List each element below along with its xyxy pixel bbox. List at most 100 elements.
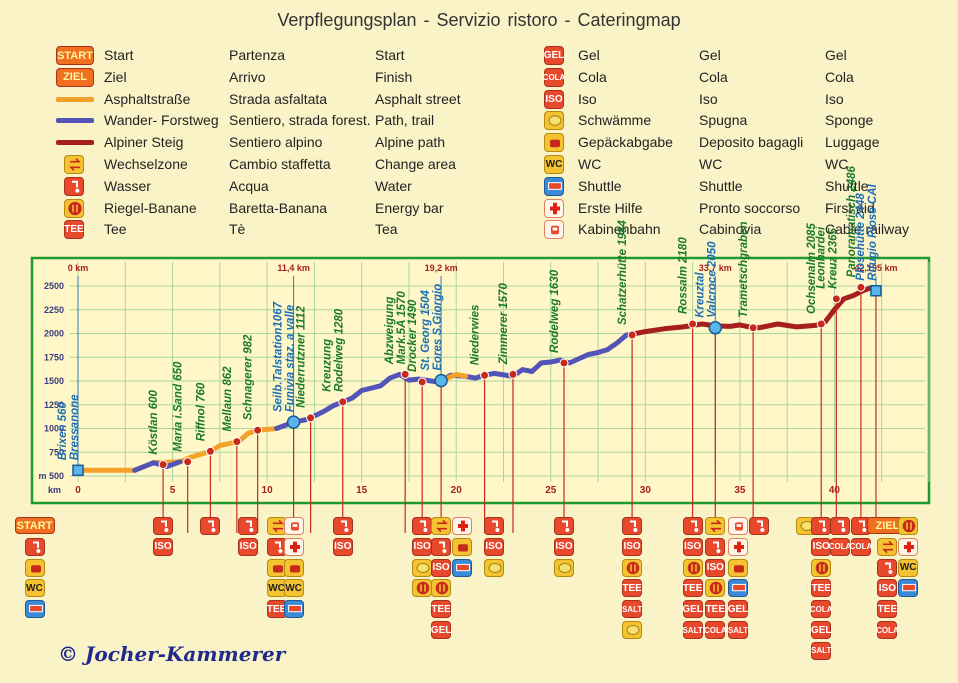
- bar-icon: [64, 198, 84, 218]
- gel-icon: GEL: [811, 621, 831, 639]
- cola-icon: COLA: [810, 600, 833, 619]
- water-icon: [705, 537, 726, 556]
- water-icon: [484, 517, 505, 535]
- bar-icon: [622, 558, 643, 577]
- legend-it-text: Cola: [699, 68, 728, 85]
- legend-it-text: Iso: [699, 90, 718, 107]
- cola-icon: COLA: [704, 621, 727, 639]
- y-tick-label: 1500: [44, 376, 64, 386]
- legend-it-text: Deposito bagagli: [699, 134, 804, 151]
- waypoint-label: Mark.5A 1570: [396, 291, 408, 365]
- legend-de-text: Asphaltstraße: [104, 90, 191, 107]
- legend-it-text: Spugna: [699, 112, 748, 129]
- x-tick-label: 20: [451, 485, 463, 496]
- legend-it-text: Cambio staffetta: [229, 156, 331, 172]
- legend-de-text: Ziel: [104, 68, 127, 85]
- legend-de-text: Wander- Forstweg: [104, 112, 219, 129]
- cable-icon: [727, 517, 748, 535]
- ziel-icon: ZIEL: [867, 517, 908, 534]
- legend-en-text: Iso: [825, 90, 844, 107]
- firstaid-icon: [283, 537, 304, 556]
- waypoint-dot: [831, 294, 841, 304]
- waypoint-label: Funivia staz. a valle: [285, 304, 297, 412]
- firstaid-icon: [451, 517, 472, 535]
- waypoint-dot: [158, 460, 168, 470]
- legend-de-text: Gel: [578, 47, 600, 63]
- x-tick-label: 35: [734, 485, 746, 496]
- legend-it-text: WC: [699, 156, 723, 172]
- waypoint-label: Eores S.Giorgio: [432, 284, 444, 371]
- waypoint-label: Bressanone: [69, 394, 81, 460]
- waypoint-label: Niederwies: [470, 305, 482, 366]
- km-marker-label: 42,195 km: [854, 263, 897, 273]
- legend-it-text: Pronto soccorso: [699, 199, 801, 216]
- firstaid-icon: [727, 537, 748, 556]
- start-icon: START: [56, 46, 94, 65]
- water-icon: [412, 517, 433, 535]
- waypoint-label: St. Georg 1504: [420, 289, 432, 370]
- change-icon: [431, 517, 452, 535]
- waypoint-label: Valcroce 2050: [706, 241, 718, 318]
- legend-it-text: Tè: [229, 221, 246, 238]
- waypoint-dot: [856, 282, 866, 292]
- y-unit-label: m 500: [38, 471, 64, 481]
- waypoint-label: Maria i.Sand 650: [173, 361, 185, 452]
- km-marker-label: 33,7 km: [699, 263, 732, 273]
- legend-it-text: Acqua: [229, 177, 269, 194]
- line-orange-icon: [56, 96, 94, 102]
- tee-icon: TEE: [622, 579, 643, 598]
- y-tick-label: 1250: [44, 400, 64, 410]
- water-icon: [238, 517, 259, 535]
- tee-icon: TEE: [682, 579, 703, 598]
- legend-en-text: Gel: [825, 47, 847, 63]
- water-icon: [682, 517, 703, 535]
- cola-icon: COLA: [876, 621, 899, 639]
- waypoint-label: Kreuztal: [694, 272, 706, 318]
- km-marker-label: 11,4 km: [277, 263, 310, 273]
- waypoint-label: Abzweigung: [384, 297, 396, 366]
- change-icon: [877, 537, 898, 556]
- legend-en-text: Sponge: [825, 112, 874, 129]
- waypoint-label: Schatzerhütte 1984: [617, 220, 629, 325]
- wc-icon: WC: [898, 558, 919, 577]
- legend-de-text: Iso: [578, 90, 597, 107]
- legend-en-text: Tea: [375, 221, 398, 238]
- legend-de-text: Start: [104, 47, 134, 63]
- bar-icon: [898, 517, 919, 535]
- legend-de-text: Schwämme: [578, 112, 652, 129]
- change-icon: [64, 155, 84, 174]
- waypoint-label: Kreuzung: [322, 339, 334, 392]
- iso-icon: ISO: [622, 537, 643, 556]
- cable-icon: [283, 517, 304, 535]
- page-title: Verpflegungsplan - Servizio ristoro - Ca…: [277, 10, 681, 30]
- legend-de-text: Alpiner Steig: [104, 134, 184, 151]
- waypoint-label: Panoramatisch 2486: [846, 165, 858, 277]
- waypoint-label: Mellaun 862: [222, 366, 234, 432]
- waypoint-dot: [748, 323, 758, 333]
- waypoint-label: Niederrutzner 1112: [296, 305, 308, 407]
- sponge-icon: [622, 621, 643, 639]
- waypoint-label: Plosehütte 2448: [855, 193, 867, 281]
- line-blue-icon: [56, 118, 94, 124]
- waypoint-dot: [627, 330, 637, 340]
- sponge-icon: [484, 558, 505, 577]
- bag-icon: [283, 558, 304, 577]
- shuttle-icon: [544, 176, 564, 196]
- waypoint-label: Riffnol 760: [195, 382, 207, 441]
- legend-en-text: Change area: [375, 156, 456, 172]
- gel-icon: GEL: [544, 46, 564, 65]
- legend-en-text: Path, trail: [375, 112, 435, 129]
- km-marker-label: 19,2 km: [425, 263, 458, 273]
- water-icon: [64, 176, 84, 196]
- firstaid-icon: [898, 537, 919, 556]
- legend-en-text: Luggage: [825, 134, 880, 151]
- ziel-icon: ZIEL: [56, 67, 94, 87]
- water-icon: [877, 558, 898, 577]
- water-icon: [811, 517, 832, 535]
- waypoint-dot: [253, 425, 263, 435]
- sponge-icon: [412, 558, 433, 577]
- bag-icon: [727, 558, 748, 577]
- waypoint-dot: [338, 397, 348, 407]
- bag-icon: [266, 558, 287, 577]
